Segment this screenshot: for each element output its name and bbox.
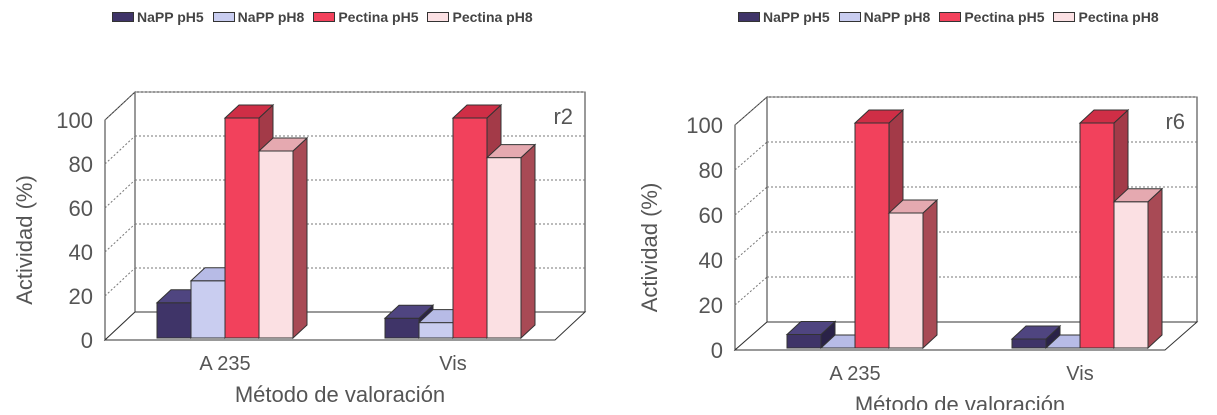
y-axis-label: Actividad (%) (12, 175, 37, 305)
bar-front (384, 317, 420, 339)
bar-front (786, 334, 822, 349)
bar-front (452, 117, 488, 339)
legend-swatch (939, 12, 962, 22)
bar-top (451, 104, 503, 119)
bar-top (485, 144, 537, 159)
legend-item-napp-ph8: NaPP pH8 (212, 9, 305, 25)
bar-front (888, 212, 924, 349)
y-tick-label: 60 (69, 196, 93, 221)
legend-swatch (212, 12, 235, 22)
gridline-side (104, 179, 136, 209)
bar-pectina-ph8 (257, 136, 309, 340)
chart-title: r2 (553, 104, 573, 129)
gridline-side (734, 96, 768, 126)
legend-swatch (313, 12, 336, 22)
bar-chart-3d: 0 20 40 60 80 100 r6 Actividad (%) Método de val… (637, 95, 1199, 415)
bar-front (1113, 201, 1149, 349)
legend-item-pectina-ph5: Pectina pH5 (939, 9, 1044, 25)
bar-front (486, 157, 522, 339)
legend-item-napp-ph8: NaPP pH8 (838, 9, 931, 25)
bar-top (257, 137, 309, 152)
bar-napp-ph5 (1010, 324, 1062, 350)
gridline-side (104, 223, 136, 253)
y-tick-label: 100 (56, 108, 93, 133)
y-tick-label: 20 (699, 293, 723, 318)
bar-top (1010, 325, 1062, 340)
x-axis-label: Método de valoración (855, 392, 1065, 410)
side-wall (734, 95, 768, 352)
legend-item-napp-ph5: NaPP pH5 (112, 9, 204, 25)
y-tick-label: 60 (699, 203, 723, 228)
x-axis-label: Método de valoración (235, 382, 445, 407)
side-wall (104, 90, 136, 342)
legend-swatch (838, 12, 861, 22)
bar-front (418, 322, 454, 339)
legend-swatch (738, 12, 760, 22)
bar-side (1147, 187, 1163, 350)
bar-side (922, 198, 938, 350)
legend-swatch (112, 12, 134, 22)
legend-label: NaPP pH5 (763, 9, 830, 25)
bar-front (190, 280, 226, 339)
gridline-side (104, 91, 136, 121)
legend-label: Pectina pH5 (964, 9, 1045, 25)
y-tick-label: 40 (699, 248, 723, 273)
bar-chart-3d: 0 20 40 60 80 100 r2 Actividad (%) Método de val… (12, 90, 587, 407)
bar-top (785, 321, 837, 335)
legend-label: Pectina pH8 (452, 9, 533, 25)
bar-pectina-ph8 (887, 198, 939, 350)
bar-front (258, 150, 294, 339)
chart-title: r6 (1165, 109, 1185, 134)
bar-top (223, 104, 275, 119)
bar-top (1112, 188, 1164, 203)
legend-label: NaPP pH5 (137, 9, 204, 25)
legend-label: NaPP pH8 (863, 9, 931, 25)
bar-pectina-ph8 (1112, 187, 1164, 350)
gridline-side (734, 141, 768, 171)
bar-front (1011, 338, 1047, 349)
gridline-side (104, 267, 136, 297)
bar-front (854, 122, 890, 349)
y-tick-label: 40 (69, 240, 93, 265)
x-tick-label: A 235 (199, 353, 250, 375)
y-tick-label: 100 (686, 113, 723, 138)
gridline-side (734, 186, 768, 216)
bar-front (1079, 122, 1115, 349)
legend-swatch (1053, 12, 1076, 22)
bar-pectina-ph8 (485, 143, 537, 340)
legend-item-napp-ph5: NaPP pH5 (738, 9, 830, 25)
bar-front (224, 117, 260, 339)
legend-swatch (427, 12, 450, 22)
legend-label: NaPP pH8 (237, 9, 305, 25)
bar-top (853, 109, 905, 124)
bar-front (156, 302, 192, 339)
bar-top (383, 304, 435, 319)
bar-side (292, 136, 308, 340)
chart-legend: NaPP pH5 NaPP pH8 Pectina pH5 Pectina pH… (112, 9, 542, 25)
gridline-side (734, 231, 768, 261)
legend-item-pectina-ph8: Pectina pH8 (427, 9, 533, 25)
legend-label: Pectina pH8 (1078, 9, 1159, 25)
legend-item-pectina-ph5: Pectina pH5 (313, 9, 418, 25)
gridline-side (734, 276, 768, 306)
gridline-side (104, 135, 136, 165)
legend-label: Pectina pH5 (338, 9, 419, 25)
chart-panel-r2: NaPP pH5 NaPP pH8 Pectina pH5 Pectina pH… (0, 0, 610, 410)
bar-top (887, 199, 939, 214)
bar-top (1078, 109, 1130, 124)
y-tick-label: 0 (711, 338, 723, 363)
y-tick-label: 80 (699, 158, 723, 183)
y-tick-label: 80 (69, 152, 93, 177)
bar-napp-ph5 (785, 320, 837, 350)
y-tick-label: 20 (69, 284, 93, 309)
chart-legend: NaPP pH5 NaPP pH8 Pectina pH5 Pectina pH… (738, 9, 1168, 25)
y-axis-label: Actividad (%) (637, 183, 662, 313)
x-tick-label: Vis (1066, 363, 1093, 385)
x-tick-label: A 235 (829, 363, 880, 385)
legend-item-pectina-ph8: Pectina pH8 (1053, 9, 1159, 25)
x-tick-label: Vis (439, 353, 466, 375)
bar-side (520, 143, 536, 340)
y-tick-label: 0 (81, 328, 93, 353)
chart-panel-r6: NaPP pH5 NaPP pH8 Pectina pH5 Pectina pH… (625, 0, 1217, 415)
